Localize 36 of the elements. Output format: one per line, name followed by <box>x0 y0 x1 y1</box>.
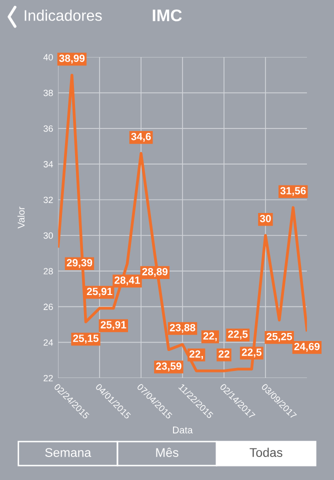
text: Mês <box>156 448 178 457</box>
data-label: 25,91 <box>100 321 126 330</box>
y-tick-label: 38 <box>44 90 53 96</box>
data-label: 22 <box>218 350 230 358</box>
y-tick-label: 22 <box>44 374 53 382</box>
y-tick-label: 26 <box>44 304 53 310</box>
data-label: 23,59 <box>156 362 182 372</box>
data-label: 24,69 <box>294 342 320 352</box>
y-tick-label: 28 <box>44 268 53 274</box>
y-tick-label: 30 <box>44 232 53 239</box>
y-tick-label: 34 <box>44 161 53 168</box>
data-label: 29,39 <box>66 259 92 268</box>
y-tick-label: 36 <box>44 125 53 132</box>
data-label: 30 <box>260 214 271 222</box>
data-label: 23,88 <box>170 324 196 333</box>
data-label: 25,15 <box>73 334 99 344</box>
y-tick-label: 40 <box>43 54 53 60</box>
text: Semana <box>45 448 92 457</box>
data-label: 22, <box>189 350 203 360</box>
data-label: 25,91 <box>86 288 112 297</box>
text: Todas <box>250 448 282 457</box>
data-label: 22, <box>203 332 217 342</box>
text: Indicadores <box>24 10 102 21</box>
data-label: 28,41 <box>114 276 140 286</box>
data-label: 28,89 <box>142 268 168 277</box>
data-label: 25,25 <box>266 332 292 342</box>
y-tick-label: 24 <box>44 339 53 346</box>
data-label: 31,56 <box>280 187 306 196</box>
x-axis-title: Data <box>173 426 193 434</box>
chart-title: IMC <box>152 9 182 22</box>
data-label: 22,5 <box>228 330 248 340</box>
data-label: 34,6 <box>131 132 151 142</box>
data-label: 22,5 <box>242 348 262 358</box>
y-tick-label: 32 <box>44 196 53 204</box>
y-axis-title: Valor <box>17 206 25 229</box>
data-label: 38,99 <box>59 54 85 64</box>
